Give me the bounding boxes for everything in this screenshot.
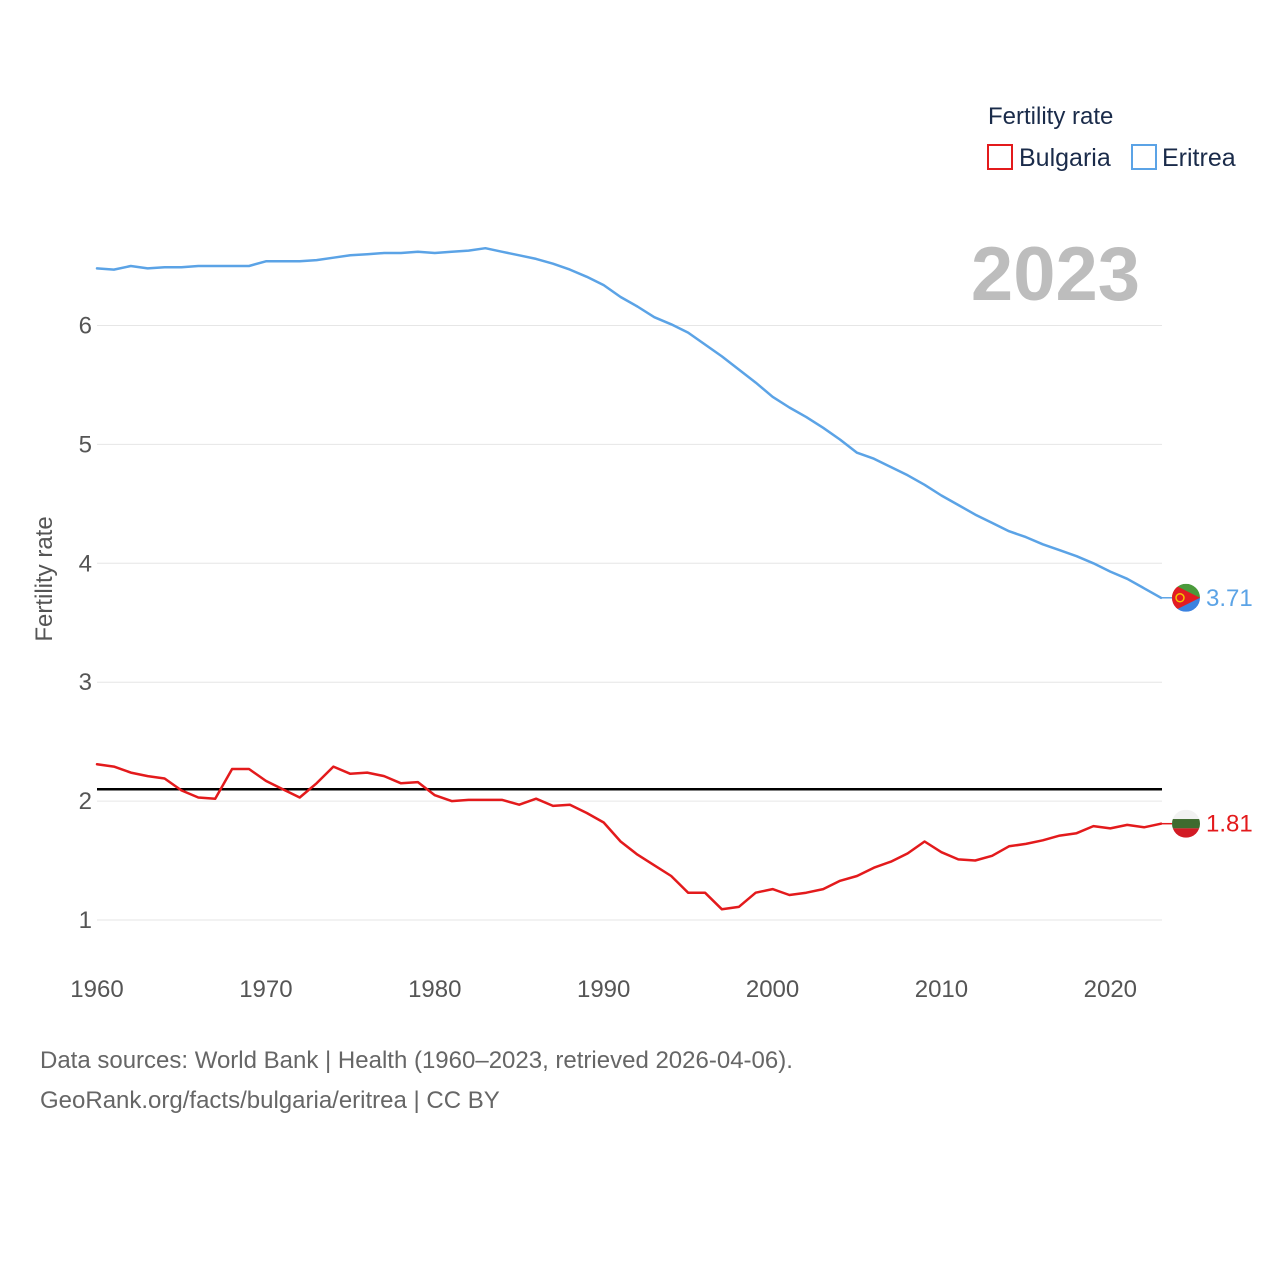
x-tick-label: 2010	[915, 976, 968, 1003]
x-axis-ticks: 1960 1970 1980 1990 2000 2010 2020	[70, 976, 1137, 1003]
legend: Fertility rate Bulgaria Eritrea	[987, 103, 1236, 172]
y-tick-label: 6	[79, 313, 92, 340]
gridlines	[97, 325, 1162, 921]
y-axis-title: Fertility rate	[31, 516, 58, 641]
bulgaria-flag-icon	[1172, 809, 1200, 838]
y-tick-label: 5	[79, 431, 92, 458]
x-tick-label: 1960	[70, 976, 123, 1003]
y-tick-label: 4	[79, 550, 92, 577]
legend-item-bulgaria[interactable]: Bulgaria	[987, 144, 1111, 172]
end-value-label-bulgaria: 1.81	[1206, 811, 1253, 838]
eritrea-flag-icon	[1172, 583, 1200, 612]
legend-swatch-bulgaria	[987, 144, 1013, 170]
y-tick-label: 3	[79, 669, 92, 696]
x-tick-label: 1980	[408, 976, 461, 1003]
y-axis-ticks: 1 2 3 4 5 6	[79, 313, 92, 935]
series-lines	[95, 246, 1163, 911]
x-tick-label: 2000	[746, 976, 799, 1003]
end-labels: 1.81 3.71	[1161, 583, 1253, 838]
attribution-link[interactable]: GeoRank.org/facts/bulgaria/eritrea | CC …	[40, 1087, 500, 1114]
y-tick-label: 1	[79, 907, 92, 934]
series-line-eritrea[interactable]	[95, 246, 1163, 600]
legend-label-bulgaria: Bulgaria	[1019, 144, 1111, 172]
legend-item-eritrea[interactable]: Eritrea	[1131, 144, 1236, 172]
legend-label-eritrea: Eritrea	[1162, 144, 1236, 172]
y-tick-label: 2	[79, 788, 92, 815]
x-tick-label: 1970	[239, 976, 292, 1003]
end-value-label-eritrea: 3.71	[1206, 585, 1253, 612]
data-source-text: Data sources: World Bank | Health (1960–…	[40, 1047, 793, 1074]
x-tick-label: 2020	[1084, 976, 1137, 1003]
series-line-bulgaria[interactable]	[95, 762, 1163, 911]
year-label: 2023	[971, 232, 1140, 317]
legend-title: Fertility rate	[988, 103, 1113, 130]
x-tick-label: 1990	[577, 976, 630, 1003]
legend-swatch-eritrea	[1131, 144, 1157, 170]
